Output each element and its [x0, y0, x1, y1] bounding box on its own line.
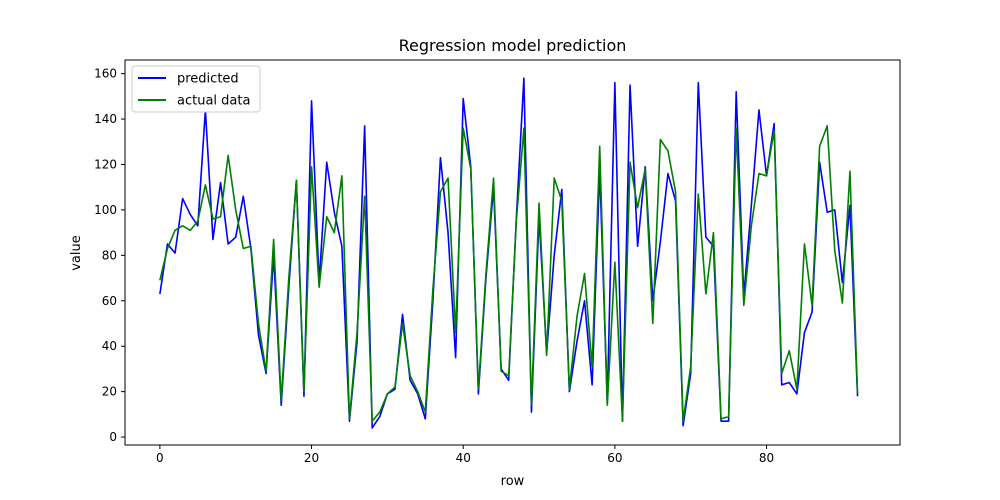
x-tick-label: 40: [456, 451, 471, 465]
legend-label-actual-data: actual data: [177, 94, 250, 109]
chart-title: Regression model prediction: [399, 36, 627, 55]
y-tick-label: 20: [102, 385, 117, 399]
legend-label-predicted: predicted: [177, 72, 239, 87]
y-tick-label: 0: [109, 430, 117, 444]
plot-frame: [124, 59, 901, 446]
x-tick-label: 80: [759, 451, 774, 465]
x-tick-label: 20: [304, 451, 319, 465]
series-line-actual-data: [159, 125, 859, 422]
x-axis: 0 20 40 60 80: [156, 445, 774, 465]
y-tick-label: 80: [102, 248, 117, 262]
y-tick-label: 60: [102, 294, 117, 308]
plot-series: [159, 77, 859, 429]
y-tick-label: 40: [102, 339, 117, 353]
y-tick-label: 120: [94, 157, 117, 171]
y-axis-label: value: [69, 235, 84, 271]
y-axis: 0 20 40 60 80 100 120 140 160: [94, 67, 125, 444]
y-tick-label: 140: [94, 112, 117, 126]
y-tick-label: 100: [94, 203, 117, 217]
x-tick-label: 0: [156, 451, 164, 465]
y-tick-label: 160: [94, 67, 117, 81]
x-axis-label: row: [501, 474, 525, 489]
x-tick-label: 60: [607, 451, 622, 465]
legend: predicted actual data: [131, 65, 261, 113]
